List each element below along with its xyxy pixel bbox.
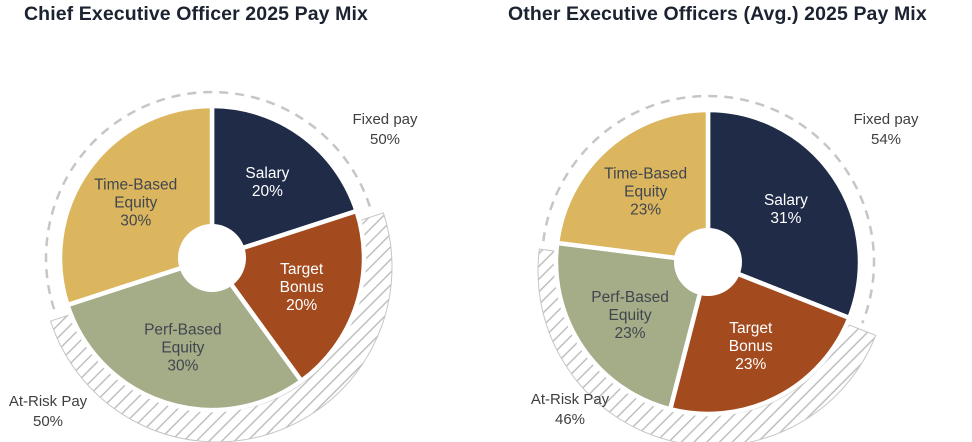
slice-target-bonus bbox=[667, 259, 852, 417]
slice-label-perf-based-equity: Perf-Based Equity 30% bbox=[144, 322, 222, 375]
slice-label-salary: Salary 20% bbox=[245, 165, 289, 200]
fixed-pay-value: 50% bbox=[369, 130, 401, 148]
chart-title-ceo: Chief Executive Officer 2025 Pay Mix bbox=[24, 3, 368, 25]
at-risk-pay-label: At-Risk Pay bbox=[530, 391, 610, 408]
slice-time-based-equity bbox=[554, 107, 711, 265]
at-risk-pay-value: 46% bbox=[554, 410, 586, 428]
slice-label-target-bonus: Target Bonus 23% bbox=[729, 320, 773, 373]
slice-salary bbox=[705, 107, 863, 321]
donut-hole bbox=[178, 224, 246, 292]
fixed-pay-dashed-ring bbox=[44, 90, 372, 310]
other-executives-pie-chart-svg: Salary 31% Target Bonus 23% Perf-Based Equity 2… bbox=[537, 94, 877, 442]
slice-perf-based-equity bbox=[553, 240, 711, 412]
at-risk-pay-annotation-ceo: At-Risk Pay 50% bbox=[0, 392, 96, 431]
ceo-pie-chart-svg: Salary 20% Target Bonus 20% Perf-Based Equity 3… bbox=[44, 90, 393, 442]
fixed-pay-annotation-ceo: Fixed pay 50% bbox=[330, 110, 440, 149]
at-risk-pay-label: At-Risk Pay bbox=[8, 393, 88, 410]
slice-salary bbox=[209, 103, 359, 261]
fixed-pay-dashed-ring bbox=[542, 94, 876, 324]
slice-label-time-based-equity: Time-Based Equity 23% bbox=[604, 165, 687, 218]
fixed-pay-label: Fixed pay bbox=[352, 111, 418, 128]
fixed-pay-value: 54% bbox=[870, 130, 902, 148]
fixed-pay-label: Fixed pay bbox=[853, 111, 919, 128]
other-executives-pay-mix-chart: Other Executive Officers (Avg.) 2025 Pay… bbox=[486, 0, 972, 442]
at-risk-pay-annotation-other: At-Risk Pay 46% bbox=[522, 390, 618, 429]
slice-label-target-bonus: Target Bonus 20% bbox=[280, 261, 324, 314]
donut-hole bbox=[674, 228, 742, 296]
slice-label-salary: Salary 31% bbox=[764, 192, 808, 227]
slice-label-time-based-equity: Time-Based Equity 30% bbox=[94, 177, 177, 230]
slice-label-perf-based-equity: Perf-Based Equity 23% bbox=[591, 289, 669, 342]
slice-target-bonus bbox=[209, 208, 367, 384]
chart-title-other-executives: Other Executive Officers (Avg.) 2025 Pay… bbox=[508, 3, 927, 25]
at-risk-pay-value: 50% bbox=[32, 412, 64, 430]
fixed-pay-annotation-other: Fixed pay 54% bbox=[831, 110, 941, 149]
slice-time-based-equity bbox=[57, 103, 215, 308]
slice-perf-based-equity bbox=[65, 255, 304, 413]
ceo-pay-mix-chart: Chief Executive Officer 2025 Pay Mix Sal… bbox=[0, 3, 440, 442]
